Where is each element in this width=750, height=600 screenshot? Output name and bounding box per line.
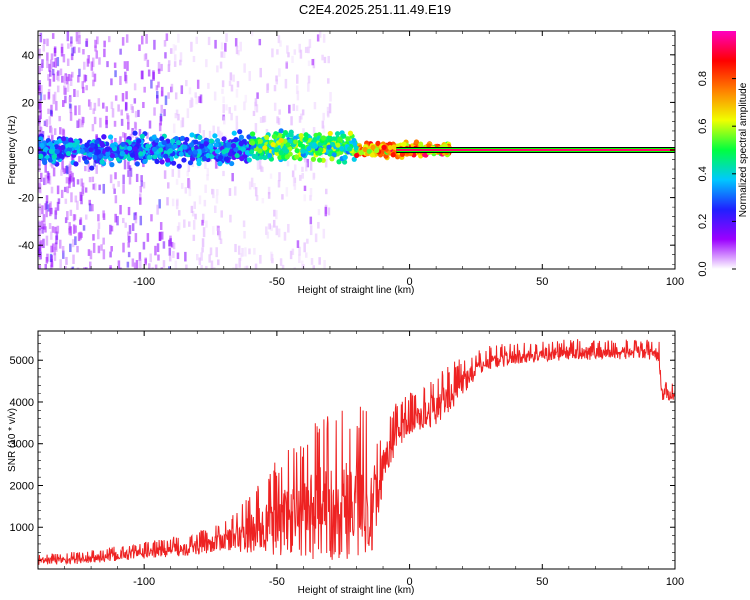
spectrogram-x-tick-label: 100 [666, 276, 684, 288]
snr-y-tick-label: 1000 [10, 522, 34, 534]
spectrogram-x-tick-label: -100 [133, 276, 155, 288]
snr-y-tick-label: 5000 [10, 355, 34, 367]
spectrogram-x-label: Height of straight line (km) [298, 285, 415, 296]
spectrogram-x-tick-label: 50 [536, 276, 548, 288]
snr-series-line [38, 339, 675, 566]
snr-y-tick-label: 4000 [10, 397, 34, 409]
snr-data [38, 339, 675, 566]
colorbar-tick-label: 0.6 [697, 119, 709, 134]
spectrogram-y-tick-label: -20 [18, 193, 34, 205]
snr-axes: -100 -50 0 50 100 1000 2000 3000 4000 5000 [10, 331, 684, 588]
snr-x-tick-label: -100 [133, 576, 155, 588]
snr-y-tick-label: 2000 [10, 480, 34, 492]
colorbar-tick-label: 0.0 [697, 261, 709, 276]
spectrogram-data [38, 31, 675, 269]
spectrogram-minor-ticks [37, 31, 675, 269]
spectrogram-y-tick-label: 20 [22, 97, 34, 109]
colorbar-tick-label: 0.8 [697, 71, 709, 86]
snr-minor-ticks [37, 331, 675, 570]
snr-x-tick-label: 100 [666, 576, 684, 588]
colorbar-tick-label: 0.2 [697, 214, 709, 229]
snr-x-label: Height of straight line (km) [298, 585, 415, 596]
colorbar-label: Normalized spectral amplitude [738, 82, 749, 217]
colorbar-ticks: 0.0 0.2 0.4 0.6 0.8 [697, 71, 736, 277]
spectrogram-y-tick-label: 40 [22, 50, 34, 62]
spectrogram-y-label: Frequency (Hz) [7, 116, 18, 185]
spectrogram-axes: -100 -50 0 50 100 -40 -20 0 20 40 [18, 31, 684, 288]
snr-y-label: SNR (10 * v/v) [7, 408, 18, 472]
snr-x-tick-label: 0 [407, 576, 413, 588]
snr-x-tick-label: -50 [269, 576, 285, 588]
spectrogram-cells [38, 31, 675, 269]
spectrogram-y-tick-label: -40 [18, 240, 34, 252]
spectrogram-y-tick-label: 0 [28, 145, 34, 157]
colorbar-tick-label: 0.4 [697, 166, 709, 181]
spectrogram-x-tick-label: 0 [407, 276, 413, 288]
snr-x-tick-label: 50 [536, 576, 548, 588]
colorbar [712, 31, 736, 269]
spectrogram-x-tick-label: -50 [269, 276, 285, 288]
chart-title: C2E4.2025.251.11.49.E19 [299, 2, 451, 17]
snr-y-tick-label: 3000 [10, 439, 34, 451]
carrier-line-core [396, 149, 675, 151]
